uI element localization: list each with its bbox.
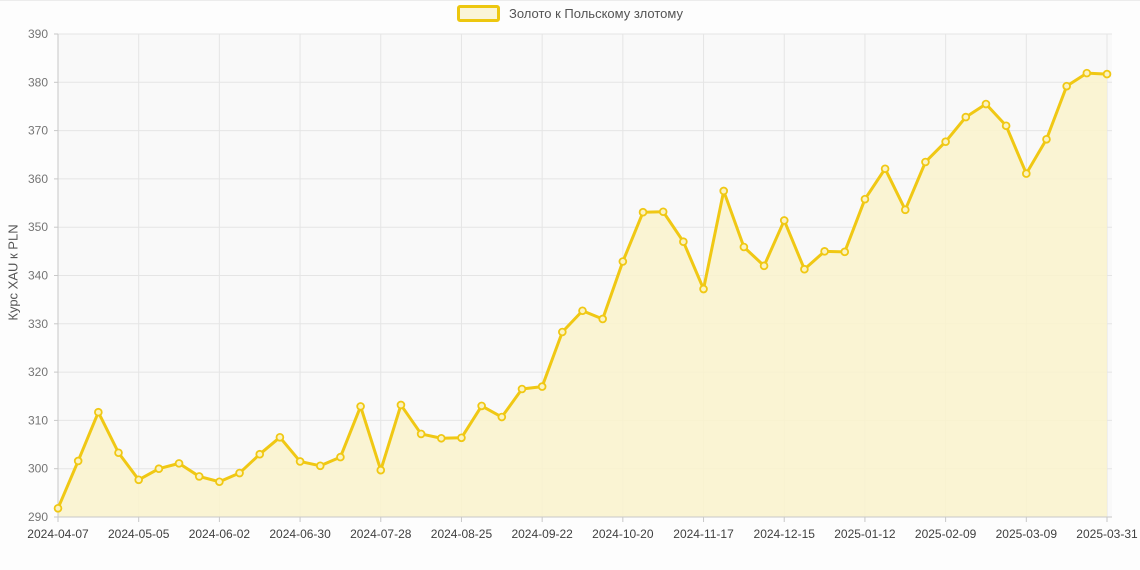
data-point-marker[interactable] xyxy=(295,457,305,466)
data-point-marker[interactable] xyxy=(1042,134,1051,144)
x-tick-label: 2024-06-02 xyxy=(189,527,251,541)
data-point-marker[interactable] xyxy=(558,327,567,337)
y-tick-label: 340 xyxy=(28,269,48,283)
data-point-marker[interactable] xyxy=(94,407,103,417)
data-point-marker[interactable] xyxy=(457,433,466,443)
x-tick-label: 2025-01-12 xyxy=(834,527,896,541)
data-point-marker[interactable] xyxy=(820,247,829,256)
x-tick-label: 2024-06-30 xyxy=(269,527,331,541)
data-point-marker[interactable] xyxy=(860,194,870,204)
data-point-marker[interactable] xyxy=(154,464,164,474)
data-point-marker[interactable] xyxy=(638,207,648,217)
y-tick-label: 360 xyxy=(28,172,48,186)
x-tick-label: 2024-12-15 xyxy=(754,527,816,541)
data-point-marker[interactable] xyxy=(537,382,547,391)
data-point-marker[interactable] xyxy=(658,207,668,217)
data-point-marker[interactable] xyxy=(235,468,244,478)
data-point-marker[interactable] xyxy=(255,449,265,459)
y-tick-label: 330 xyxy=(28,317,48,331)
legend-item[interactable]: Золото к Польскому злотому xyxy=(0,5,1140,22)
x-tick-label: 2025-03-09 xyxy=(996,527,1058,541)
data-point-marker[interactable] xyxy=(436,433,446,443)
data-point-marker[interactable] xyxy=(1022,169,1031,178)
y-tick-label: 290 xyxy=(28,510,48,524)
data-point-marker[interactable] xyxy=(840,247,850,257)
x-tick-label: 2025-03-31 xyxy=(1076,527,1138,541)
data-point-marker[interactable] xyxy=(356,402,365,411)
y-tick-label: 300 xyxy=(28,462,48,476)
data-point-marker[interactable] xyxy=(759,261,769,271)
x-tick-label: 2024-08-25 xyxy=(431,527,493,541)
data-point-marker[interactable] xyxy=(1062,81,1071,91)
data-point-marker[interactable] xyxy=(275,433,285,442)
data-point-marker[interactable] xyxy=(598,314,607,324)
data-point-marker[interactable] xyxy=(961,112,971,122)
data-point-marker[interactable] xyxy=(578,306,587,316)
data-point-marker[interactable] xyxy=(1082,68,1092,78)
legend-area-swatch-icon xyxy=(457,5,501,22)
data-point-marker[interactable] xyxy=(679,237,688,246)
data-point-marker[interactable] xyxy=(921,157,930,167)
data-point-marker[interactable] xyxy=(73,456,83,466)
y-tick-label: 380 xyxy=(28,75,48,89)
data-point-marker[interactable] xyxy=(215,477,224,487)
data-point-marker[interactable] xyxy=(900,205,910,215)
data-point-marker[interactable] xyxy=(981,99,991,109)
data-point-marker[interactable] xyxy=(800,264,809,274)
data-point-marker[interactable] xyxy=(699,284,708,294)
x-tick-label: 2025-02-09 xyxy=(915,527,977,541)
data-point-marker[interactable] xyxy=(134,475,143,485)
y-tick-label: 350 xyxy=(28,220,48,234)
data-point-marker[interactable] xyxy=(174,459,184,468)
x-tick-label: 2024-04-07 xyxy=(27,527,89,541)
x-tick-label: 2024-05-05 xyxy=(108,527,170,541)
y-tick-label: 320 xyxy=(28,365,48,379)
data-point-marker[interactable] xyxy=(739,242,749,252)
data-point-marker[interactable] xyxy=(396,400,406,410)
data-point-marker[interactable] xyxy=(779,216,789,225)
data-point-marker[interactable] xyxy=(618,257,628,266)
data-point-marker[interactable] xyxy=(1102,69,1112,79)
data-point-marker[interactable] xyxy=(517,384,527,394)
data-point-marker[interactable] xyxy=(497,412,507,422)
x-tick-label: 2024-09-22 xyxy=(511,527,573,541)
data-point-marker[interactable] xyxy=(53,504,63,513)
data-point-marker[interactable] xyxy=(315,461,325,471)
area-series-fill xyxy=(58,73,1107,518)
data-point-marker[interactable] xyxy=(336,452,345,462)
y-tick-label: 310 xyxy=(28,413,48,427)
x-tick-label: 2024-11-17 xyxy=(673,527,734,541)
x-tick-label: 2024-10-20 xyxy=(592,527,654,541)
data-point-marker[interactable] xyxy=(376,465,386,475)
data-point-marker[interactable] xyxy=(880,164,890,174)
data-point-marker[interactable] xyxy=(941,137,950,147)
data-point-marker[interactable] xyxy=(194,472,204,481)
data-point-marker[interactable] xyxy=(477,401,486,411)
data-point-marker[interactable] xyxy=(1001,121,1011,131)
data-point-marker[interactable] xyxy=(416,429,426,439)
data-point-marker[interactable] xyxy=(114,448,123,458)
y-tick-label: 390 xyxy=(28,27,48,41)
data-point-marker[interactable] xyxy=(719,186,729,196)
y-axis-title: Курс XAU к PLN xyxy=(5,224,21,321)
x-tick-label: 2024-07-28 xyxy=(350,527,412,541)
y-tick-label: 370 xyxy=(28,124,48,138)
legend-label: Золото к Польскому злотому xyxy=(509,6,683,21)
